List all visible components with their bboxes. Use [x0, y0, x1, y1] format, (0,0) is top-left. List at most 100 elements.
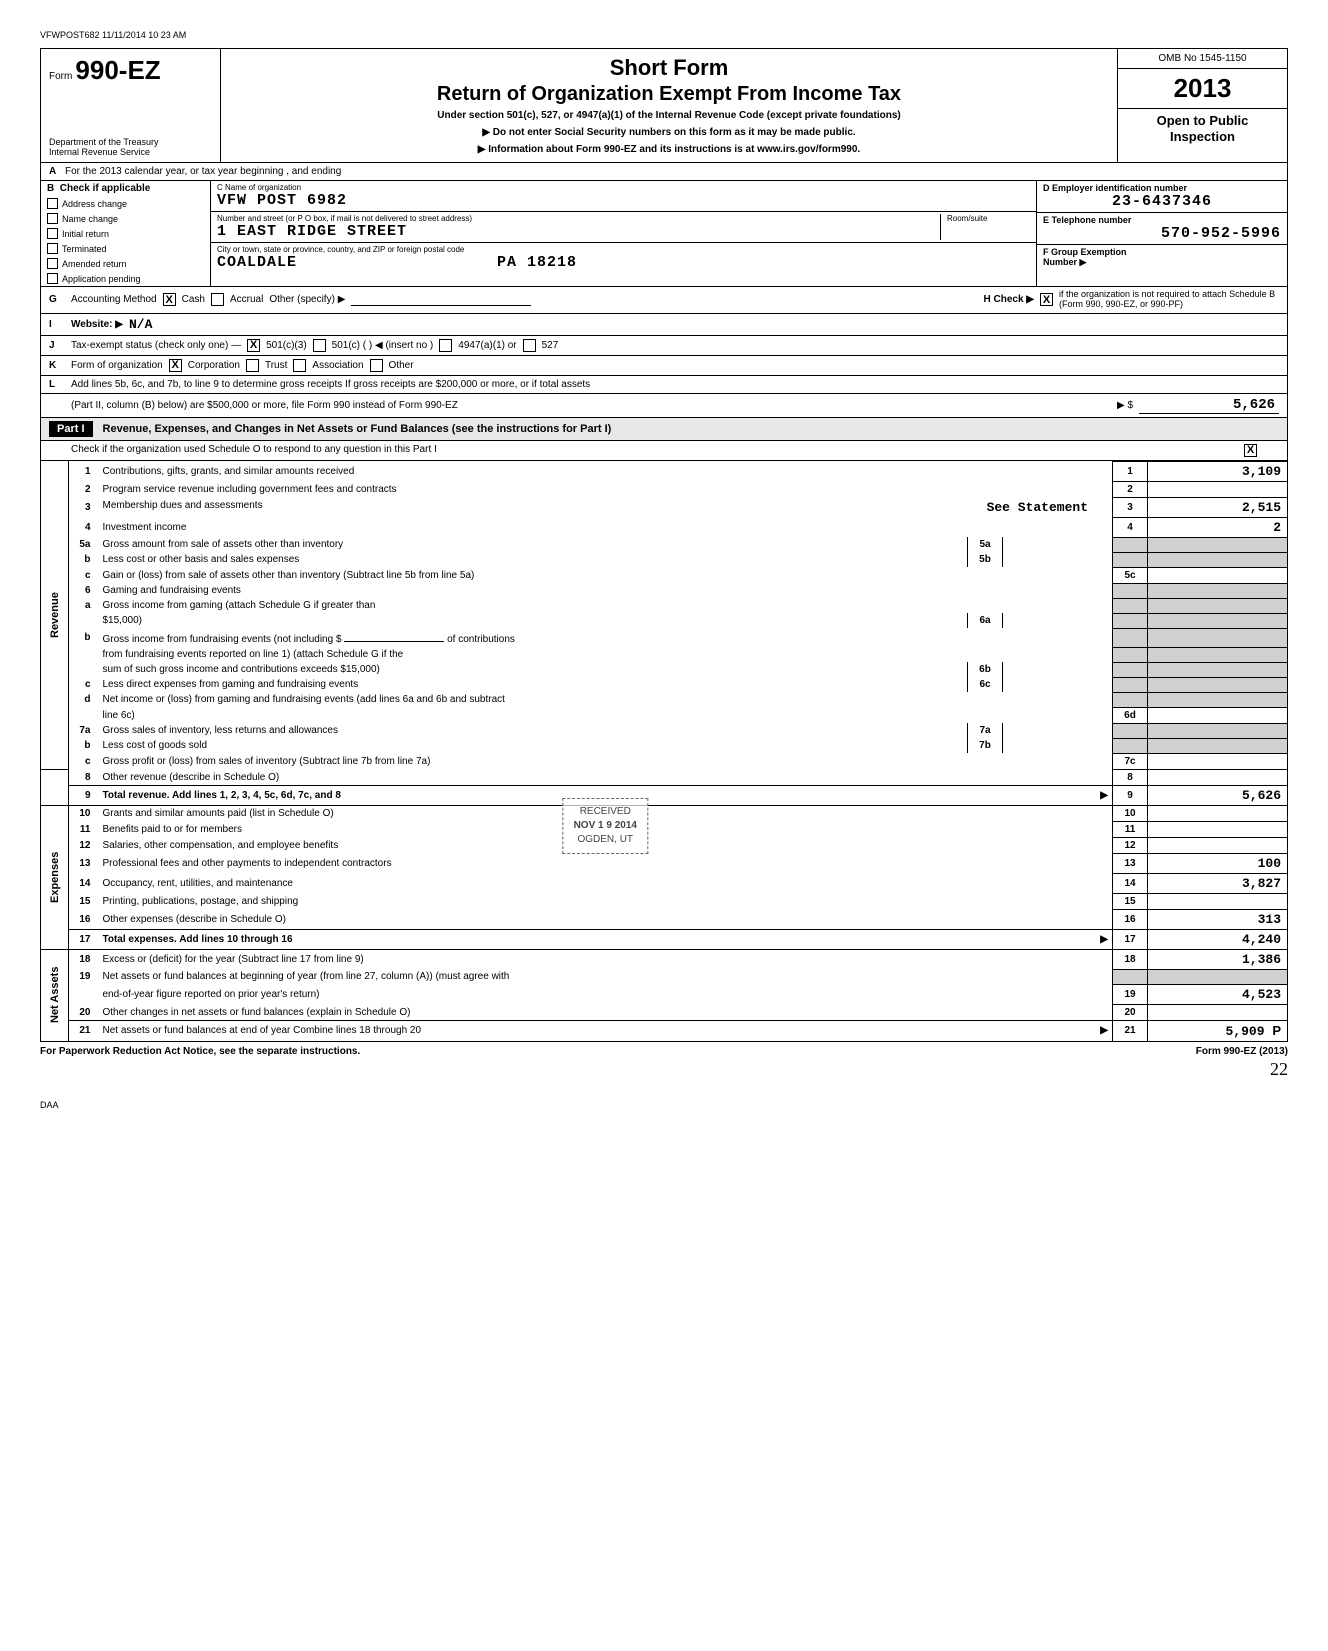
ln21-en: 21	[1113, 1020, 1148, 1041]
tel-lbl: E Telephone number	[1043, 215, 1281, 225]
i-label: Website: ▶	[71, 319, 123, 330]
ln17-arrow: ▶	[1100, 934, 1108, 945]
ln6d-en: 6d	[1113, 707, 1148, 723]
received-stamp: RECEIVED NOV 1 9 2014 OGDEN, UT	[563, 798, 648, 854]
ln10-en: 10	[1113, 805, 1148, 821]
ln6-desc: Gaming and fundraising events	[99, 583, 1113, 598]
title-return: Return of Organization Exempt From Incom…	[231, 83, 1107, 106]
lbl-accrual: Accrual	[230, 294, 263, 305]
chk-accrual[interactable]	[211, 293, 224, 306]
ln14-val: 3,827	[1148, 873, 1288, 893]
ln8-num: 8	[69, 769, 99, 785]
ln9-arrow: ▶	[1100, 790, 1108, 801]
ln15-en: 15	[1113, 893, 1148, 909]
ln17-en: 17	[1113, 929, 1148, 949]
ln21-arrow: ▶	[1100, 1025, 1108, 1036]
tax-year: 2013	[1118, 69, 1287, 109]
ln7c-en: 7c	[1113, 753, 1148, 769]
l-arrow: ▶ $	[1117, 400, 1133, 411]
subtitle: Under section 501(c), 527, or 4947(a)(1)…	[231, 110, 1107, 121]
ln5a-desc: Gross amount from sale of assets other t…	[99, 537, 968, 552]
other-specify-line[interactable]	[351, 294, 531, 306]
ein-value: 23-6437346	[1043, 193, 1281, 210]
dept-line1: Department of the Treasury	[49, 137, 159, 147]
ln19-num: 19	[69, 969, 99, 984]
chk-527[interactable]	[523, 339, 536, 352]
chk-terminated[interactable]	[47, 243, 58, 254]
ln7b-num: b	[69, 738, 99, 753]
row-i: I Website: ▶ N/A	[40, 314, 1288, 336]
daa-label: DAA	[40, 1100, 1288, 1110]
chk-address-change[interactable]	[47, 198, 58, 209]
ln3-en: 3	[1113, 497, 1148, 517]
ln5c-num: c	[69, 567, 99, 583]
ln20-desc: Other changes in net assets or fund bala…	[99, 1004, 1113, 1020]
omb-number: OMB No 1545-1150	[1118, 49, 1287, 69]
ln16-num: 16	[69, 909, 99, 929]
row-a-text: For the 2013 calendar year, or tax year …	[65, 166, 341, 177]
ln6d-val	[1148, 707, 1288, 723]
chk-4947[interactable]	[439, 339, 452, 352]
ln5b-mn: 5b	[968, 552, 1003, 567]
chk-pending[interactable]	[47, 273, 58, 284]
chk-assoc[interactable]	[293, 359, 306, 372]
form-prefix: Form	[49, 71, 72, 82]
ln5c-val	[1148, 567, 1288, 583]
ln9-num: 9	[69, 785, 99, 805]
row-j: J Tax-exempt status (check only one) — X…	[40, 336, 1288, 356]
ln5a-mn: 5a	[968, 537, 1003, 552]
lbl-pending: Application pending	[62, 274, 141, 284]
ln15-desc: Printing, publications, postage, and shi…	[99, 893, 1113, 909]
ln7a-desc: Gross sales of inventory, less returns a…	[99, 723, 968, 738]
chk-other-org[interactable]	[370, 359, 383, 372]
ln19-val: 4,523	[1148, 984, 1288, 1004]
part-1-header: Part I Revenue, Expenses, and Changes in…	[40, 418, 1288, 441]
chk-cash[interactable]: X	[163, 293, 176, 306]
ln1-num: 1	[69, 461, 99, 481]
ln7c-num: c	[69, 753, 99, 769]
row-l: L Add lines 5b, 6c, and 7b, to line 9 to…	[40, 376, 1288, 394]
l-text1: Add lines 5b, 6c, and 7b, to line 9 to d…	[71, 379, 590, 390]
ln17-num: 17	[69, 929, 99, 949]
ln16-val: 313	[1148, 909, 1288, 929]
ln18-desc: Excess or (deficit) for the year (Subtra…	[99, 949, 1113, 969]
lbl-4947: 4947(a)(1) or	[458, 340, 516, 351]
ln21-p: P	[1272, 1023, 1281, 1038]
arrow-info: ▶ Information about Form 990-EZ and its …	[231, 144, 1107, 155]
chk-initial-return[interactable]	[47, 228, 58, 239]
ln5b-num: b	[69, 552, 99, 567]
h-text: if the organization is not required to a…	[1059, 290, 1279, 310]
k-label: Form of organization	[71, 360, 163, 371]
ln13-num: 13	[69, 853, 99, 873]
ln14-desc: Occupancy, rent, utilities, and maintena…	[99, 873, 1113, 893]
header-mid: Short Form Return of Organization Exempt…	[221, 49, 1117, 162]
ln6a-d2: $15,000)	[99, 613, 968, 628]
ln9-en: 9	[1113, 785, 1148, 805]
chk-trust[interactable]	[246, 359, 259, 372]
ln15-val	[1148, 893, 1288, 909]
row-g: G Accounting Method XCash Accrual Other …	[40, 287, 1288, 314]
chk-h[interactable]: X	[1040, 293, 1053, 306]
ln13-val: 100	[1148, 853, 1288, 873]
side-expenses: Expenses	[41, 805, 69, 949]
chk-name-change[interactable]	[47, 213, 58, 224]
chk-amended[interactable]	[47, 258, 58, 269]
lbl-amended: Amended return	[62, 259, 127, 269]
chk-501c3[interactable]: X	[247, 339, 260, 352]
ln6c-desc: Less direct expenses from gaming and fun…	[99, 677, 968, 692]
chk-501c[interactable]	[313, 339, 326, 352]
ln14-num: 14	[69, 873, 99, 893]
chk-corp[interactable]: X	[169, 359, 182, 372]
ln7b-desc: Less cost of goods sold	[99, 738, 968, 753]
ln8-en: 8	[1113, 769, 1148, 785]
ln4-en: 4	[1113, 517, 1148, 537]
chk-schedule-o[interactable]: X	[1244, 444, 1257, 457]
website-value: N/A	[129, 317, 152, 332]
col-c: C Name of organization VFW POST 6982 Num…	[211, 181, 1037, 286]
row-a: AFor the 2013 calendar year, or tax year…	[40, 163, 1288, 181]
ln14-en: 14	[1113, 873, 1148, 893]
grp-sub: Number ▶	[1043, 257, 1281, 268]
ln16-en: 16	[1113, 909, 1148, 929]
ln3-desc: Membership dues and assessments	[103, 500, 263, 511]
ln19-d1: Net assets or fund balances at beginning…	[99, 969, 1113, 984]
